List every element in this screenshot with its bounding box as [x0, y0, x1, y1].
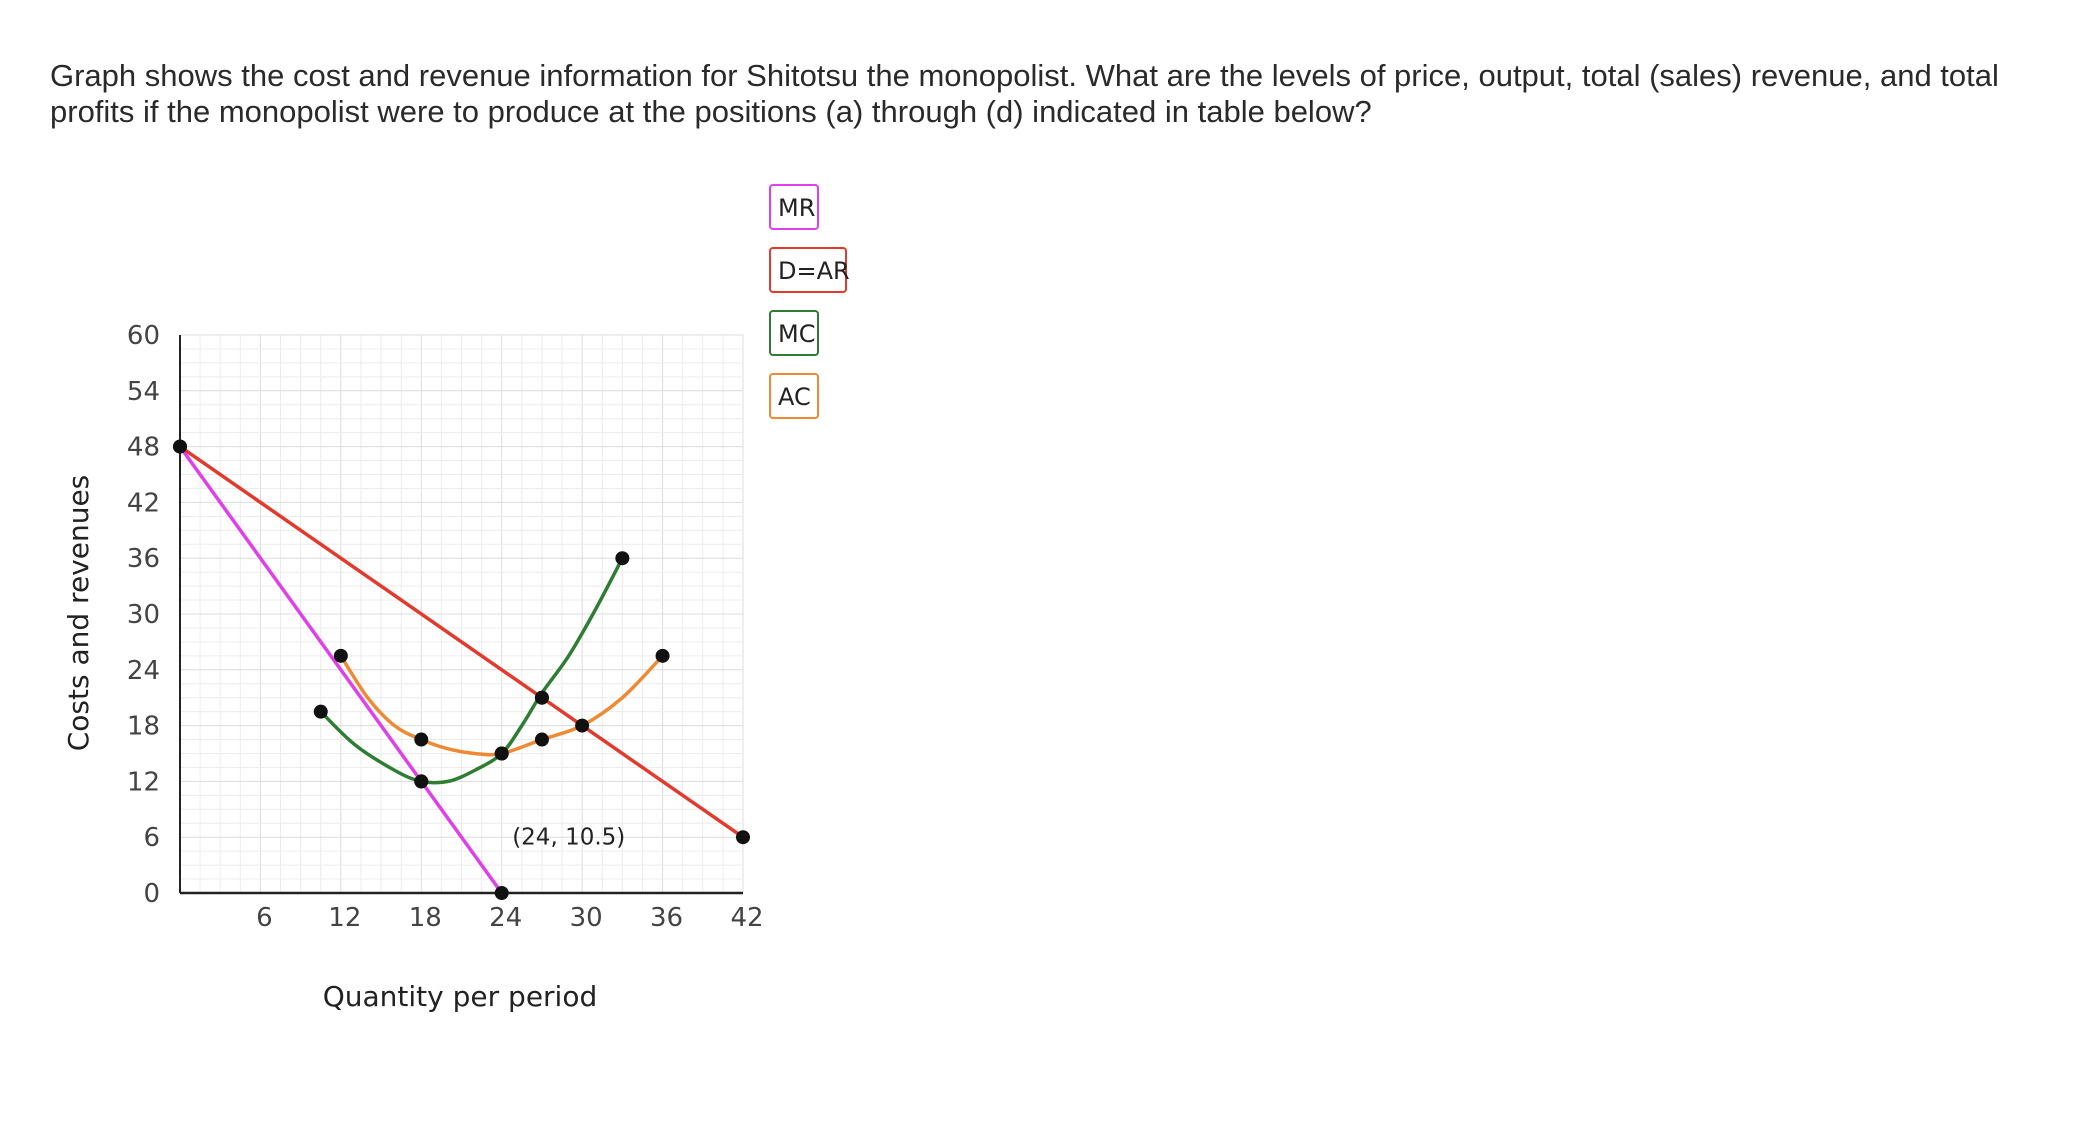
data-point-mc	[615, 551, 630, 566]
data-point-ac	[534, 732, 549, 747]
series-line-d-ar	[179, 445, 744, 839]
legend: MR D=AR MC AC	[769, 184, 850, 419]
y-tick-label: 42	[127, 488, 160, 518]
data-point-ac	[494, 746, 509, 761]
x-tick-label: 30	[570, 903, 603, 933]
y-axis-title: Costs and revenues	[62, 475, 95, 752]
x-axis-title: Quantity per period	[323, 980, 598, 1013]
data-point-d-ar	[173, 439, 187, 454]
x-tick-label: 6	[256, 903, 273, 933]
annotations: (24, 10.5)	[512, 825, 625, 851]
series	[178, 445, 744, 895]
grid	[179, 334, 744, 894]
legend-label-d-ar: D=AR	[778, 257, 850, 285]
data-point-mc	[534, 690, 549, 705]
y-tick-label: 12	[127, 767, 160, 797]
y-tick-label: 30	[127, 600, 160, 630]
series-line-mc	[319, 557, 624, 785]
legend-box-ac	[769, 373, 819, 419]
data-point-ac	[414, 732, 429, 747]
legend-label-ac: AC	[778, 383, 811, 411]
data-point-ac	[575, 718, 590, 733]
x-tick-label: 12	[328, 903, 361, 933]
data-point-mc	[313, 704, 328, 719]
y-tick-label: 36	[127, 544, 160, 574]
series-line-ac	[339, 654, 664, 757]
question-text: Graph shows the cost and revenue informa…	[50, 58, 1999, 129]
axes	[179, 335, 743, 895]
legend-box-d-ar	[769, 247, 847, 293]
x-tick-label: 18	[409, 903, 442, 933]
data-point-ac	[333, 648, 348, 663]
tick-labels: 0 6 12 18 24 30 36 42 48 54 60 6 12 18 24 30 36 42	[127, 321, 764, 933]
legend-box-mc	[769, 310, 819, 356]
y-tick-label: 48	[127, 433, 160, 463]
y-tick-label: 6	[143, 823, 160, 853]
y-tick-label: 18	[127, 712, 160, 742]
data-point-mr	[494, 886, 509, 900]
legend-label-mr: MR	[778, 194, 815, 222]
x-tick-label: 42	[730, 903, 763, 933]
x-tick-label: 24	[489, 903, 522, 933]
x-tick-label: 36	[650, 903, 683, 933]
series-line-mr	[178, 445, 504, 895]
markers	[173, 439, 750, 900]
data-point-mc	[414, 774, 429, 789]
data-point-d-ar	[736, 830, 750, 845]
annotation-label: (24, 10.5)	[512, 825, 625, 851]
y-tick-label: 24	[127, 656, 160, 686]
y-tick-label: 60	[127, 321, 160, 351]
data-point-ac	[655, 648, 670, 663]
y-tick-label: 0	[143, 879, 160, 909]
y-tick-label: 54	[127, 377, 160, 407]
legend-label-mc: MC	[778, 320, 815, 348]
legend-box-mr	[769, 184, 819, 230]
